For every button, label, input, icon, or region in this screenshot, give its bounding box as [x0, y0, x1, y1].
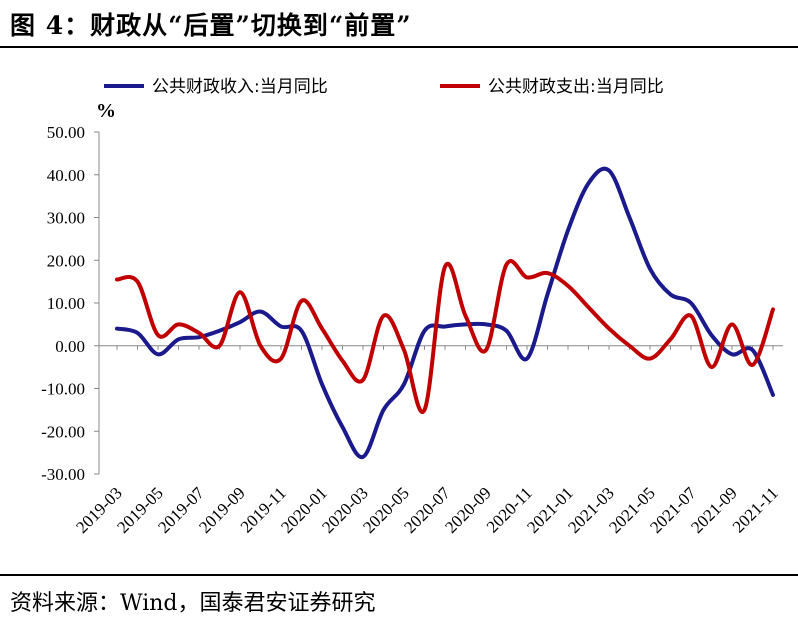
- y-tick-label: -30.00: [41, 465, 85, 484]
- x-tick-label: 2021-11: [729, 483, 782, 536]
- x-axis: 2019-032019-052019-072019-092019-112020-…: [72, 345, 783, 537]
- y-tick-label: 20.00: [47, 251, 85, 270]
- y-axis-unit: %: [96, 100, 116, 122]
- legend-label: 公共财政支出:当月同比: [488, 77, 664, 97]
- x-tick-label: 2021-09: [687, 483, 741, 537]
- y-tick-label: 40.00: [47, 166, 85, 185]
- figure-title: 图 4：财政从“后置”切换到“前置”: [10, 11, 412, 40]
- y-tick-label: 10.00: [47, 294, 85, 313]
- y-tick-label: -10.00: [41, 380, 85, 399]
- source-rule: [0, 574, 798, 576]
- y-tick-label: 30.00: [47, 209, 85, 228]
- line-chart: 公共财政收入:当月同比 公共财政支出:当月同比 % 50.00 40.00 30.00…: [41, 77, 783, 537]
- legend: 公共财政收入:当月同比 公共财政支出:当月同比: [104, 77, 664, 97]
- expenditure-series-line: [115, 259, 775, 415]
- y-axis: 50.00 40.00 30.00 20.00 10.00 0.00 -10.00 -20.0…: [41, 123, 100, 484]
- series-lines: [115, 166, 775, 459]
- y-tick-label: 50.00: [47, 123, 85, 142]
- revenue-series-line: [115, 166, 775, 459]
- y-tick-label: 0.00: [55, 337, 85, 356]
- source-note: 资料来源：Wind，国泰君安证券研究: [10, 591, 376, 616]
- title-rule: [0, 46, 798, 48]
- legend-label: 公共财政收入:当月同比: [152, 77, 328, 97]
- y-tick-label: -20.00: [41, 422, 85, 441]
- x-tick-label: 2020-09: [441, 483, 495, 537]
- x-tick-label: 2019-09: [195, 483, 249, 537]
